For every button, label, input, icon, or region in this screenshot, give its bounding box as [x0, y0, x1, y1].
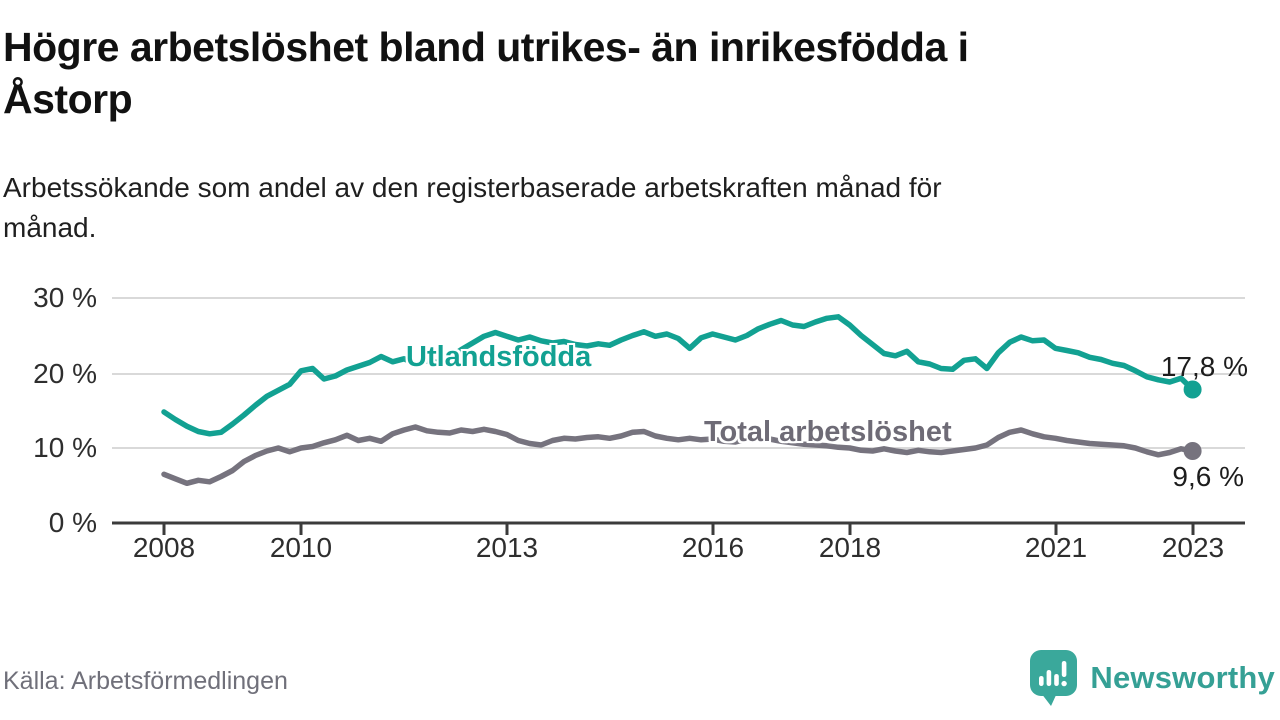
- source-credit: Källa: Arbetsförmedlingen: [3, 667, 288, 695]
- x-tick-label-2013: 2013: [475, 532, 539, 563]
- page-title-line2: Åstorp: [3, 75, 133, 122]
- page-subtitle-line2: månad.: [3, 211, 97, 243]
- page-subtitle: Arbetssökande som andel av den registerb…: [3, 168, 942, 248]
- series-line-total-arbetsloshet: [161, 424, 1196, 487]
- chart-canvas: [112, 297, 1245, 535]
- series-label-total-arbetsloshet: Total arbetslöshet: [704, 416, 952, 448]
- series-end-dot-utlandsfodda: [1183, 380, 1202, 399]
- series-line-utlandsfodda: [161, 314, 1196, 437]
- x-tick-label-2021: 2021: [1024, 532, 1088, 563]
- y-tick-label-30: 30 %: [33, 282, 97, 313]
- end-value-label-utlandsfodda: 17,8 %: [1160, 351, 1248, 382]
- end-value-label-total: 9,6 %: [1172, 461, 1244, 492]
- page-title-line1: Högre arbetslöshet bland utrikes- än inr…: [3, 24, 969, 70]
- y-tick-label-10: 10 %: [33, 432, 97, 463]
- x-tick-label-2010: 2010: [269, 532, 333, 563]
- x-tick-label-2008: 2008: [132, 532, 196, 563]
- series-end-dot-total-arbetsloshet: [1183, 442, 1202, 460]
- page-subtitle-line1: Arbetssökande som andel av den registerb…: [3, 172, 942, 203]
- y-tick-label-0: 0 %: [48, 507, 97, 538]
- x-tick-label-2023: 2023: [1161, 532, 1225, 563]
- brand-wordmark: Newsworthy: [1090, 660, 1275, 695]
- x-tick-label-2018: 2018: [818, 532, 882, 563]
- line-chart: 30 % 20 % 10 % 0 % 2008 2010 2013 2016 2…: [0, 282, 1280, 585]
- x-tick-label-2016: 2016: [681, 532, 745, 563]
- newsworthy-logo: Newsworthy: [1029, 648, 1275, 708]
- page-title: Högre arbetslöshet bland utrikes- än inr…: [3, 22, 969, 125]
- speech-bubble-bar-chart-icon: [1030, 650, 1078, 706]
- x-axis-ticks: [162, 523, 1195, 535]
- series-layer: [161, 314, 1202, 487]
- series-label-utlandsfodda: Utlandsfödda: [406, 341, 592, 373]
- y-tick-label-20: 20 %: [33, 358, 97, 389]
